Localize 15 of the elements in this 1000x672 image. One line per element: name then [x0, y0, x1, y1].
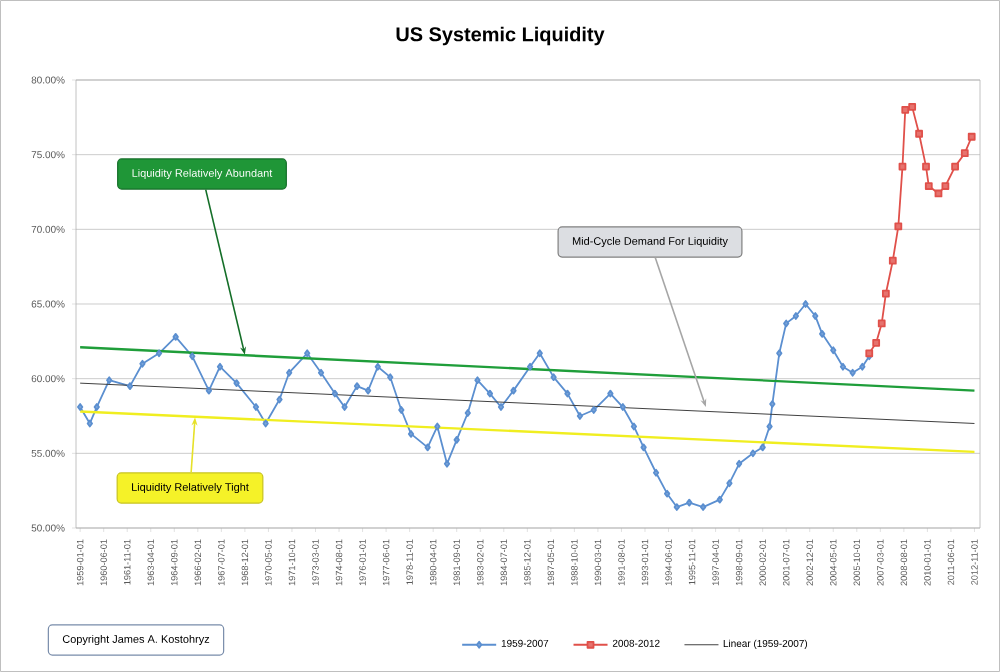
point: [915, 129, 923, 138]
point: [894, 222, 903, 231]
point: [872, 338, 881, 347]
point: [901, 105, 910, 114]
point: [960, 149, 969, 158]
point: [941, 182, 950, 190]
point: [924, 182, 933, 190]
point: [922, 162, 930, 171]
point: [951, 162, 959, 171]
chart-title: US Systemic Liquidity: [396, 26, 605, 46]
point: [881, 289, 890, 298]
point: [877, 319, 886, 328]
point: [967, 132, 976, 141]
point: [888, 256, 897, 265]
point: [908, 102, 917, 111]
